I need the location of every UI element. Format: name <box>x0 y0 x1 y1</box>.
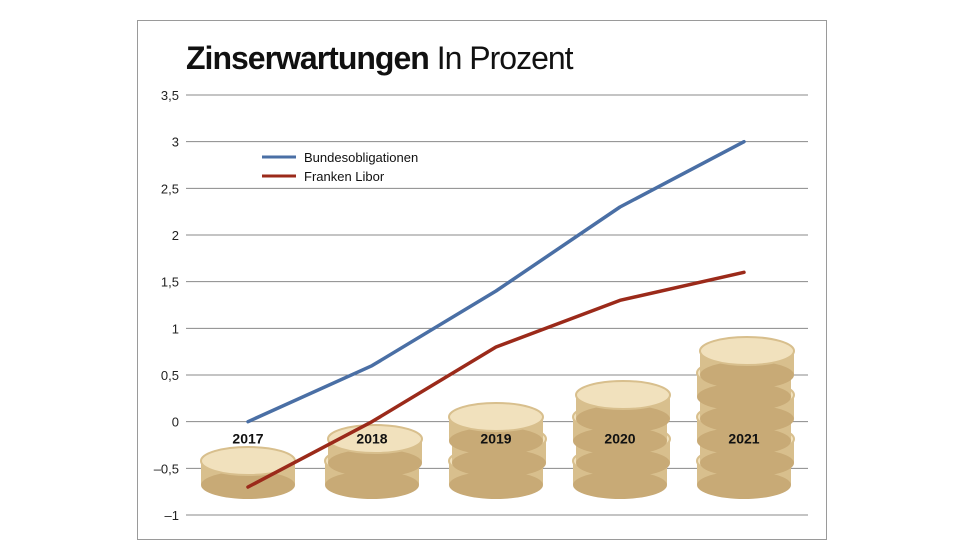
y-tick-label: 2 <box>172 228 179 243</box>
coin-bottom <box>576 405 670 433</box>
y-tick-label: 3,5 <box>161 88 179 103</box>
y-tick-label: –1 <box>165 508 179 523</box>
chart-title: Zinserwartungen In Prozent <box>186 38 574 78</box>
coin-bottom <box>576 449 670 477</box>
coin-stack <box>448 402 547 499</box>
coin-face <box>575 380 671 410</box>
y-tick-label: –0,5 <box>154 461 179 476</box>
coin-stacks-decoration <box>200 336 795 499</box>
legend-label: Bundesobligationen <box>304 150 418 165</box>
coin-bottom <box>700 361 794 389</box>
coin-stack <box>572 380 671 499</box>
y-tick-label: 1,5 <box>161 275 179 290</box>
series-line <box>246 270 746 489</box>
x-tick-label: 2021 <box>728 431 759 447</box>
coin-bottom <box>573 471 667 499</box>
title-main: Zinserwartungen <box>186 40 430 76</box>
x-tick-label: 2020 <box>604 431 635 447</box>
legend: Bundesobligationen Franken Libor <box>262 150 418 184</box>
y-tick-label: 1 <box>172 321 179 336</box>
coin-bottom <box>697 427 791 455</box>
coin-bottom <box>697 383 791 411</box>
x-tick-label: 2017 <box>232 431 263 447</box>
coin-bottom <box>328 449 422 477</box>
coin-stack <box>200 446 296 499</box>
coin-face <box>448 402 544 432</box>
coin-bottom <box>573 427 667 455</box>
series-lines <box>246 139 746 489</box>
x-tick-label: 2019 <box>480 431 511 447</box>
coin-bottom <box>201 471 295 499</box>
y-axis-ticks: –1 –0,5 0 0,5 1 1,5 2 2,5 3 3,5 <box>154 88 179 523</box>
y-tick-label: 0,5 <box>161 368 179 383</box>
coin-bottom <box>452 449 546 477</box>
y-tick-label: 0 <box>172 415 179 430</box>
coin-bottom <box>697 471 791 499</box>
coin-face <box>699 336 795 366</box>
y-tick-label: 2,5 <box>161 181 179 196</box>
coin-bottom <box>449 427 543 455</box>
x-axis-ticks: 2017 2018 2019 2020 2021 <box>232 431 759 447</box>
series-line <box>246 139 746 424</box>
y-tick-label: 3 <box>172 135 179 150</box>
legend-label: Franken Libor <box>304 169 385 184</box>
coin-bottom <box>325 471 419 499</box>
coin-bottom <box>449 471 543 499</box>
title-subtitle: In Prozent <box>436 40 574 76</box>
coin-stack <box>696 336 795 499</box>
coin-bottom <box>700 405 794 433</box>
coin-bottom <box>700 449 794 477</box>
x-tick-label: 2018 <box>356 431 387 447</box>
